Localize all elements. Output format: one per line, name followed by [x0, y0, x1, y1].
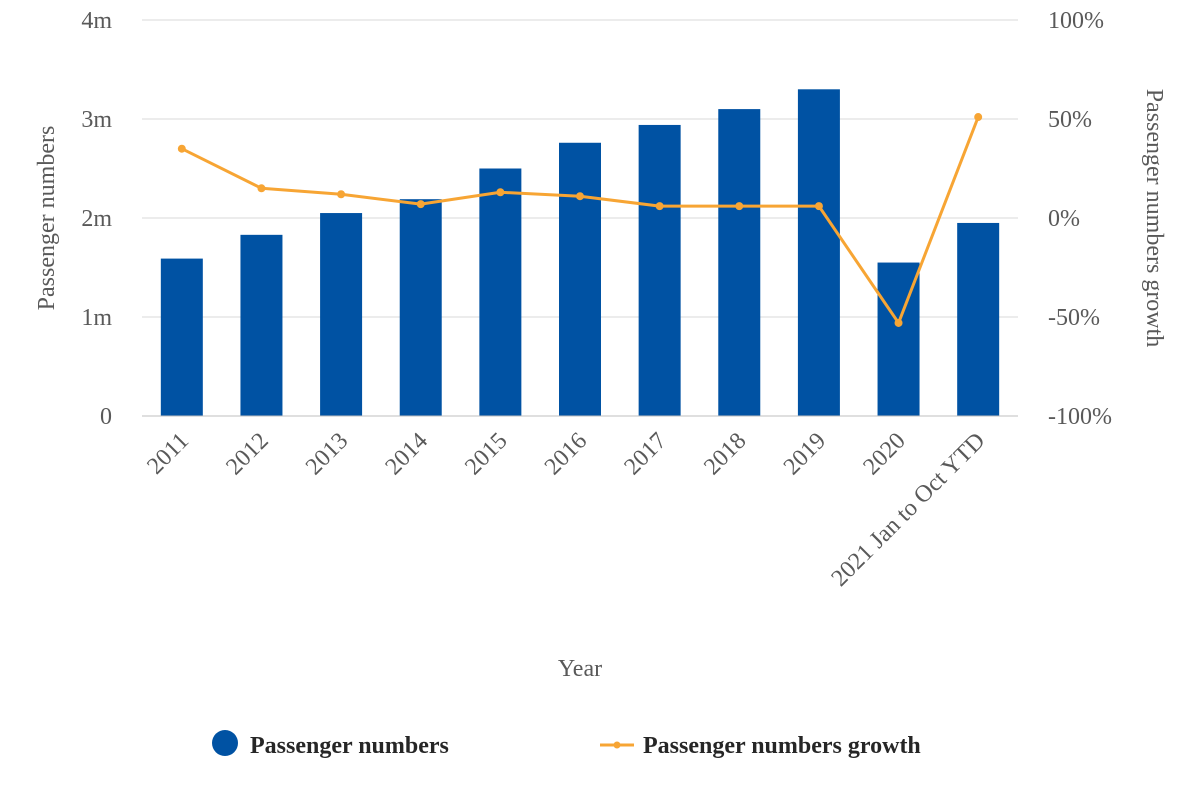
- bar: [559, 142, 601, 416]
- y2-tick-label: 50%: [1048, 107, 1092, 133]
- left-axis-ticks: 0 1m 2m 3m 4m: [81, 8, 112, 430]
- y2-tick-label: 100%: [1048, 8, 1104, 34]
- x-axis-ticks: 2011 2012 2013 2014 2015 2016 2017 2018 2019 2020…: [142, 428, 990, 592]
- bar: [797, 89, 840, 417]
- x-tick-label: 2016: [540, 428, 592, 480]
- bar: [957, 222, 1000, 416]
- growth-point: [894, 318, 903, 327]
- growth-point: [814, 202, 823, 211]
- growth-point: [337, 190, 346, 199]
- growth-point: [177, 144, 186, 153]
- x-tick-label: 2015: [460, 428, 512, 480]
- y2-tick-label: -50%: [1048, 305, 1100, 331]
- x-axis-title: Year: [558, 656, 602, 682]
- x-tick-label: 2012: [221, 428, 273, 480]
- x-tick-label: 2017: [620, 428, 672, 480]
- legend-item-passenger-numbers: Passenger numbers: [212, 730, 449, 759]
- legend-marker-bar: [212, 730, 238, 756]
- x-tick-label: 2018: [699, 428, 751, 480]
- y-tick-label: 3m: [81, 107, 112, 133]
- bar: [160, 258, 203, 416]
- y-tick-label: 0: [100, 404, 112, 430]
- legend-marker-dot: [613, 741, 621, 749]
- growth-point: [655, 202, 664, 211]
- x-tick-label: 2020: [858, 428, 910, 480]
- growth-point: [416, 200, 425, 209]
- y2-axis-title: Passenger numbers growth: [1141, 89, 1167, 348]
- growth-point: [974, 113, 983, 122]
- y2-tick-label: 0%: [1048, 206, 1080, 232]
- growth-point: [496, 188, 505, 197]
- legend-label-passenger-growth: Passenger numbers growth: [643, 733, 921, 759]
- legend-item-passenger-growth: Passenger numbers growth: [600, 733, 921, 759]
- bar: [638, 124, 681, 416]
- y2-tick-label: -100%: [1048, 404, 1112, 430]
- growth-point: [735, 202, 744, 211]
- bar: [320, 213, 363, 416]
- growth-point: [257, 184, 266, 193]
- bar: [399, 199, 442, 416]
- right-axis-ticks: -100% -50% 0% 50% 100%: [1048, 8, 1112, 430]
- bar: [240, 234, 283, 416]
- x-tick-label: 2013: [301, 428, 353, 480]
- x-tick-label: 2019: [779, 428, 831, 480]
- bar-series-passenger-numbers: [160, 89, 1000, 417]
- bar: [718, 109, 761, 416]
- bar: [479, 168, 522, 416]
- growth-point: [576, 192, 584, 201]
- legend: Passenger numbers Passenger numbers grow…: [212, 730, 921, 759]
- line-series-passenger-growth: [177, 113, 983, 327]
- y-tick-label: 2m: [81, 206, 112, 232]
- x-tick-label: 2011: [142, 428, 194, 480]
- y-tick-label: 1m: [81, 305, 112, 331]
- y-tick-label: 4m: [81, 8, 112, 34]
- y-axis-title: Passenger numbers: [34, 126, 60, 311]
- x-tick-label: 2014: [381, 428, 433, 480]
- x-tick-label: 2021 Jan to Oct YTD: [827, 428, 991, 592]
- legend-label-passenger-numbers: Passenger numbers: [250, 733, 449, 759]
